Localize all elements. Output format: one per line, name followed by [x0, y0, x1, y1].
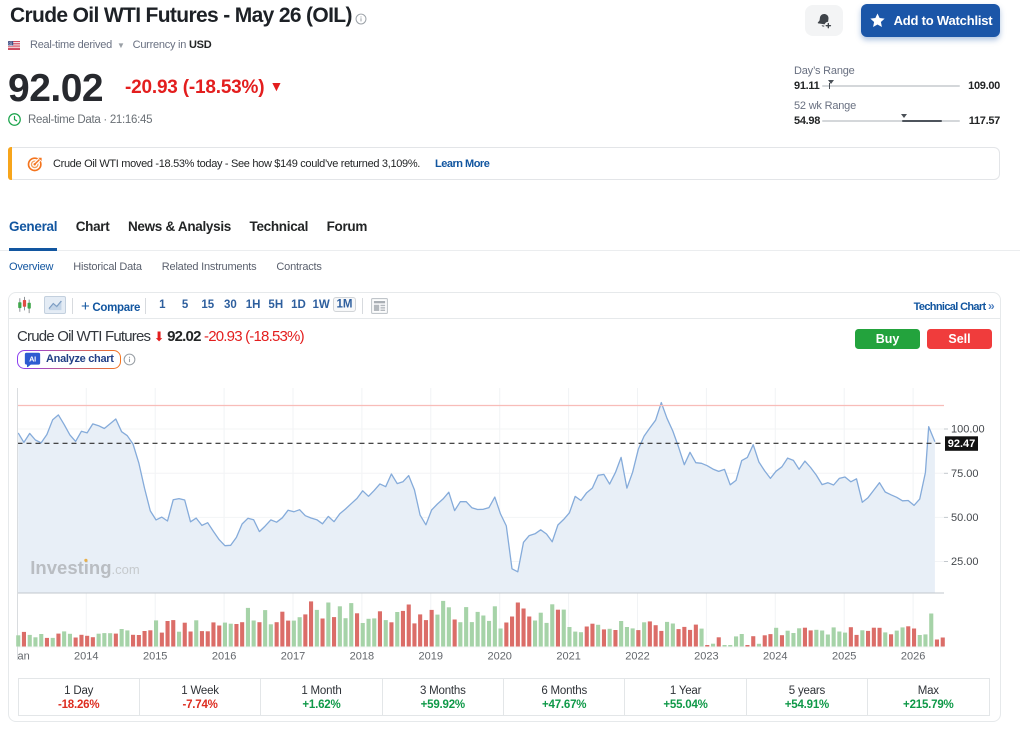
svg-text:2020: 2020	[487, 651, 511, 663]
svg-text:2018: 2018	[350, 651, 374, 663]
svg-text:92.47: 92.47	[948, 438, 976, 450]
svg-text:2022: 2022	[625, 651, 649, 663]
svg-text:2024: 2024	[763, 651, 787, 663]
svg-text:75.00: 75.00	[951, 468, 979, 480]
svg-text:50.00: 50.00	[951, 512, 979, 524]
svg-text:100.00: 100.00	[951, 424, 985, 436]
svg-text:25.00: 25.00	[951, 556, 979, 568]
svg-text:2026: 2026	[901, 651, 925, 663]
svg-text:2016: 2016	[212, 651, 236, 663]
svg-text:2019: 2019	[419, 651, 443, 663]
svg-text:Investing.com: Investing.com	[30, 557, 139, 578]
svg-text:AI: AI	[29, 354, 36, 363]
svg-text:an: an	[18, 651, 30, 663]
svg-text:2015: 2015	[143, 651, 167, 663]
svg-text:2023: 2023	[694, 651, 718, 663]
svg-text:2014: 2014	[74, 651, 98, 663]
svg-text:2021: 2021	[556, 651, 580, 663]
svg-text:2017: 2017	[281, 651, 305, 663]
svg-text:2025: 2025	[832, 651, 856, 663]
